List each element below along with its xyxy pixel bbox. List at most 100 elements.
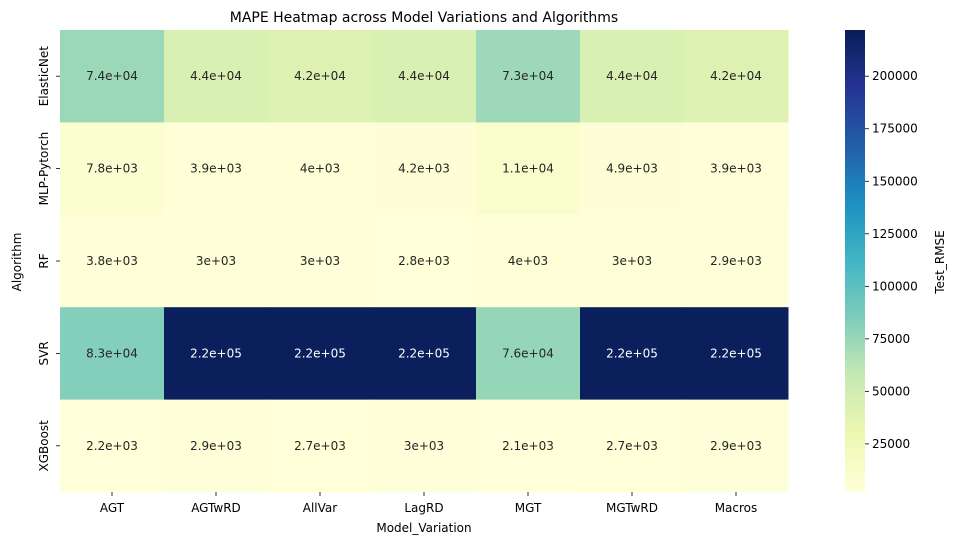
cell-value-label: 4.4e+04 [398, 69, 450, 83]
heatmap-cell [684, 30, 789, 123]
heatmap-cell [372, 30, 477, 123]
colorbar-tick-label: 25000 [872, 437, 910, 451]
cell-value-label: 2.1e+03 [502, 439, 554, 453]
x-tick-label: Macros [715, 501, 758, 515]
heatmap-cell [580, 122, 685, 216]
heatmap-cell [268, 214, 373, 308]
colorbar-tick-label: 125000 [872, 227, 918, 241]
colorbar [845, 30, 865, 492]
cell-value-label: 2.7e+03 [294, 439, 346, 453]
heatmap-cell [60, 214, 165, 308]
cell-value-label: 7.8e+03 [86, 162, 138, 176]
cell-value-label: 2.7e+03 [606, 439, 658, 453]
heatmap-cells [60, 30, 789, 493]
cell-value-label: 4.2e+03 [398, 162, 450, 176]
chart-title: MAPE Heatmap across Model Variations and… [230, 10, 618, 26]
cell-value-label: 4.9e+03 [606, 162, 658, 176]
heatmap-cell [60, 122, 165, 216]
cell-value-label: 7.3e+04 [502, 69, 554, 83]
x-axis-ticks: AGT AGTwRD AllVar LagRD MGT MGTwRD Macros [100, 492, 757, 515]
heatmap-cell [580, 399, 685, 493]
cell-value-label: 2.9e+03 [710, 439, 762, 453]
heatmap-cell [268, 30, 373, 123]
heatmap-cell [60, 307, 165, 401]
heatmap-cell [268, 307, 373, 401]
cell-value-label: 3.9e+03 [190, 162, 242, 176]
cell-value-label: 2.2e+05 [398, 346, 450, 360]
cell-value-label: 3e+03 [404, 439, 444, 453]
cell-value-label: 3.8e+03 [86, 254, 138, 268]
cell-value-label: 3e+03 [612, 254, 652, 268]
cell-value-label: 1.1e+04 [502, 162, 554, 176]
heatmap-cell [372, 122, 477, 216]
cell-value-label: 3e+03 [300, 254, 340, 268]
cell-value-label: 4.4e+04 [606, 69, 658, 83]
cell-value-label: 7.4e+04 [86, 69, 138, 83]
heatmap-cell-labels: 7.4e+04 4.4e+04 4.2e+04 4.4e+04 7.3e+04 4.4e+… [86, 69, 762, 453]
heatmap-cell [372, 214, 477, 308]
cell-value-label: 3.9e+03 [710, 162, 762, 176]
cell-value-label: 2.2e+05 [606, 346, 658, 360]
heatmap-cell [684, 122, 789, 216]
cell-value-label: 4e+03 [300, 162, 340, 176]
cell-value-label: 2.2e+05 [710, 346, 762, 360]
heatmap-cell [476, 399, 581, 493]
cell-value-label: 4e+03 [508, 254, 548, 268]
cell-value-label: 3e+03 [196, 254, 236, 268]
y-tick-label: XGBoost [37, 420, 51, 472]
heatmap-cell [164, 122, 269, 216]
y-tick-label: MLP-Pytorch [37, 132, 51, 206]
heatmap-cell [476, 122, 581, 216]
heatmap-cell [164, 214, 269, 308]
x-tick-label: AGT [100, 501, 125, 515]
heatmap-cell [476, 30, 581, 123]
x-axis-label: Model_Variation [376, 521, 471, 535]
heatmap-cell [268, 399, 373, 493]
heatmap-cell [580, 307, 685, 401]
colorbar-tick-label: 200000 [872, 69, 918, 83]
x-tick-label: AllVar [303, 501, 338, 515]
heatmap-cell [372, 307, 477, 401]
colorbar-tick-label: 150000 [872, 174, 918, 188]
cell-value-label: 2.8e+03 [398, 254, 450, 268]
cell-value-label: 2.2e+05 [190, 346, 242, 360]
x-tick-label: MGTwRD [606, 501, 658, 515]
cell-value-label: 8.3e+04 [86, 346, 138, 360]
heatmap-cell [164, 399, 269, 493]
cell-value-label: 4.2e+04 [710, 69, 762, 83]
heatmap-cell [60, 399, 165, 493]
heatmap-cell [684, 399, 789, 493]
cell-value-label: 2.2e+05 [294, 346, 346, 360]
y-tick-label: ElasticNet [37, 46, 51, 107]
colorbar-tick-label: 175000 [872, 122, 918, 136]
cell-value-label: 2.9e+03 [190, 439, 242, 453]
heatmap-cell [372, 399, 477, 493]
cell-value-label: 2.9e+03 [710, 254, 762, 268]
cell-value-label: 7.6e+04 [502, 346, 554, 360]
cell-value-label: 4.2e+04 [294, 69, 346, 83]
y-tick-label: RF [37, 253, 51, 268]
colorbar-tick-label: 50000 [872, 384, 910, 398]
colorbar-tick-label: 75000 [872, 332, 910, 346]
y-tick-label: SVR [37, 341, 51, 365]
heatmap-cell [684, 307, 789, 401]
x-tick-label: MGT [515, 501, 542, 515]
heatmap-cell [60, 30, 165, 123]
colorbar-ticks: 25000 50000 75000 100000 125000 150000 175000 2… [865, 69, 918, 451]
colorbar-tick-label: 100000 [872, 279, 918, 293]
y-axis-label: Algorithm [10, 233, 24, 292]
colorbar-label: Test_RMSE [933, 230, 947, 295]
x-tick-label: LagRD [404, 501, 443, 515]
heatmap-cell [164, 307, 269, 401]
heatmap-cell [268, 122, 373, 216]
heatmap-cell [580, 30, 685, 123]
heatmap-cell [476, 214, 581, 308]
heatmap-cell [580, 214, 685, 308]
heatmap-cell [476, 307, 581, 401]
cell-value-label: 4.4e+04 [190, 69, 242, 83]
cell-value-label: 2.2e+03 [86, 439, 138, 453]
x-tick-label: AGTwRD [191, 501, 241, 515]
y-axis-ticks: ElasticNet MLP-Pytorch RF SVR XGBoost [37, 46, 60, 472]
heatmap-cell [164, 30, 269, 123]
